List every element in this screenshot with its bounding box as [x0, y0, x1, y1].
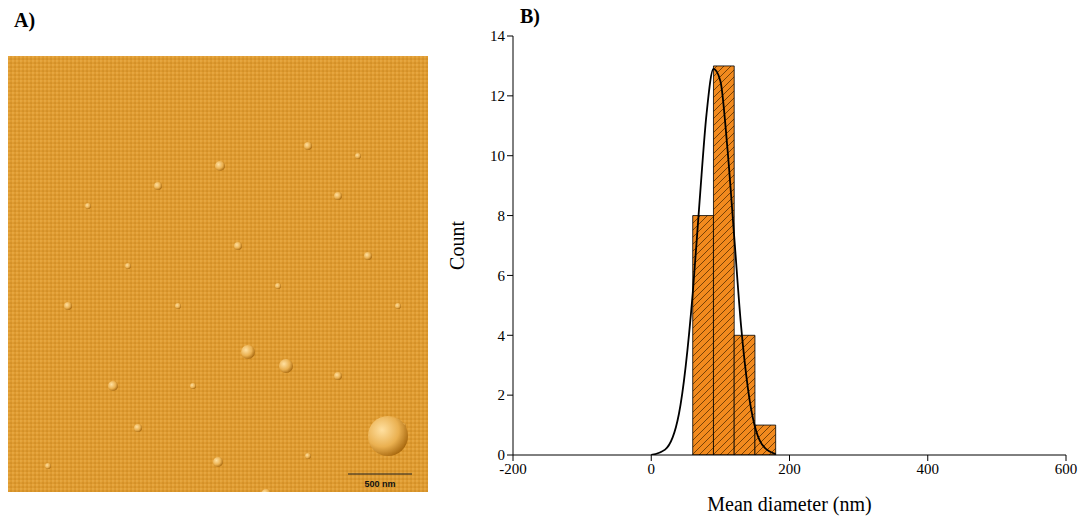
svg-text:Count: Count [446, 221, 468, 270]
svg-text:4: 4 [498, 328, 506, 344]
svg-text:0: 0 [498, 447, 506, 463]
svg-text:500 nm: 500 nm [364, 479, 395, 489]
svg-text:14: 14 [490, 28, 506, 44]
svg-text:10: 10 [490, 148, 505, 164]
svg-text:12: 12 [490, 88, 505, 104]
svg-text:8: 8 [498, 208, 506, 224]
svg-text:0: 0 [648, 461, 656, 477]
svg-text:Mean diameter (nm): Mean diameter (nm) [707, 493, 871, 516]
html-text:B): B) [520, 5, 540, 27]
svg-text:6: 6 [498, 268, 506, 284]
svg-text:600: 600 [1055, 461, 1078, 477]
svg-text:2: 2 [498, 387, 506, 403]
svg-text:-200: -200 [499, 460, 527, 477]
svg-text:200: 200 [778, 461, 801, 477]
html-text:A): A) [14, 9, 36, 31]
svg-text:400: 400 [917, 461, 940, 477]
